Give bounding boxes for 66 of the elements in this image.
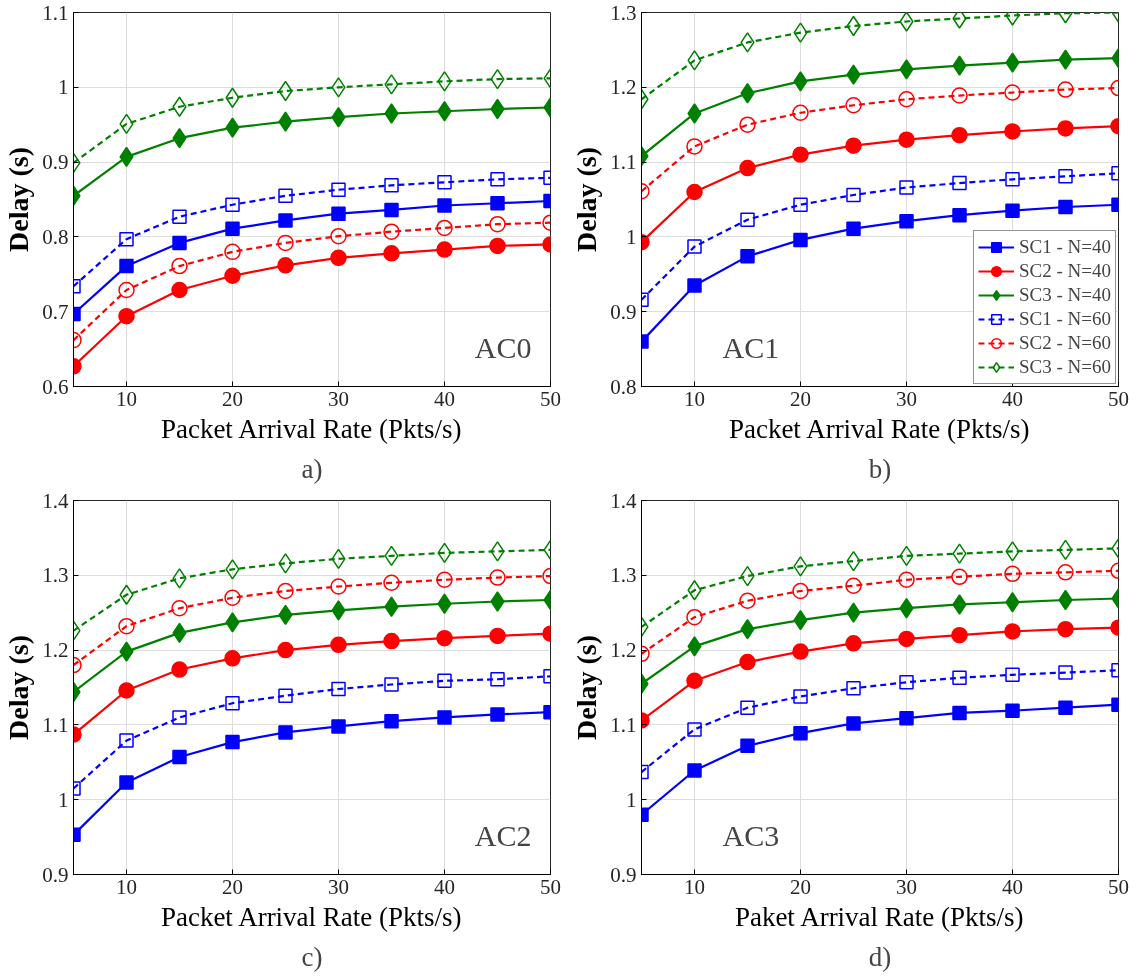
y-tick-label: 0.7 — [42, 299, 69, 324]
y-tick-label: 1.1 — [42, 712, 69, 737]
y-tick-label: 1.1 — [610, 150, 637, 175]
y-axis-title: Delay (s) — [3, 635, 35, 740]
x-tick-label: 10 — [116, 874, 137, 899]
y-tick-label: 0.9 — [42, 150, 69, 175]
x-tick-label: 20 — [222, 386, 243, 411]
x-tick-label: 30 — [328, 386, 349, 411]
annotation: AC0 — [474, 331, 532, 365]
x-tick-label: 20 — [790, 386, 811, 411]
y-tick-label: 1.3 — [610, 0, 637, 25]
y-tick-label: 1 — [58, 787, 69, 812]
x-tick-label: 40 — [1002, 386, 1023, 411]
x-tick-label: 40 — [1002, 874, 1023, 899]
y-tick-label: 1 — [626, 787, 637, 812]
y-tick-label: 1.1 — [610, 712, 637, 737]
legend-label: SC3 - N=40 — [1018, 283, 1111, 307]
y-axis-title: Delay (s) — [571, 635, 603, 740]
x-tick-label: 30 — [328, 874, 349, 899]
y-tick-label: 0.8 — [610, 374, 637, 399]
y-tick-label: 1.2 — [610, 638, 637, 663]
annotation: AC2 — [474, 819, 532, 853]
y-axis-title: Delay (s) — [3, 147, 35, 252]
text: b) — [868, 453, 892, 484]
annotation: AC3 — [722, 819, 780, 853]
y-tick-label: 1.3 — [42, 563, 69, 588]
x-tick-label: 40 — [434, 874, 455, 899]
y-tick-label: 0.8 — [42, 224, 69, 249]
y-tick-label: 0.9 — [610, 862, 637, 887]
annotation: AC1 — [722, 331, 780, 365]
y-axis-title: Delay (s) — [571, 147, 603, 252]
x-tick-label: 50 — [540, 386, 561, 411]
x-tick-label: 10 — [116, 386, 137, 411]
x-tick-label: 20 — [790, 874, 811, 899]
x-tick-label: 10 — [684, 386, 705, 411]
x-axis-title: Packet Arrival Rate (Pkts/s) — [160, 413, 462, 444]
x-axis-title: Packet Arrival Rate (Pkts/s) — [728, 413, 1030, 444]
text: d) — [868, 941, 892, 972]
text: c) — [301, 941, 323, 972]
y-tick-label: 1.4 — [42, 488, 69, 513]
legend-label: SC1 - N=40 — [1018, 235, 1111, 259]
y-tick-label: 1.1 — [42, 0, 69, 25]
y-tick-label: 1.3 — [610, 563, 637, 588]
y-tick-label: 1.2 — [42, 638, 69, 663]
y-tick-label: 1 — [626, 224, 637, 249]
y-tick-label: 0.6 — [42, 374, 69, 399]
legend-label: SC2 - N=40 — [1018, 259, 1111, 283]
y-tick-label: 1.2 — [610, 75, 637, 100]
legend-label: SC1 - N=60 — [1018, 307, 1111, 331]
x-tick-label: 30 — [896, 386, 917, 411]
text: a) — [301, 453, 323, 484]
x-axis-title: Packet Arrival Rate (Pkts/s) — [160, 901, 462, 932]
y-tick-label: 0.9 — [42, 862, 69, 887]
y-tick-label: 1.4 — [610, 488, 637, 513]
legend-label: SC3 - N=60 — [1018, 355, 1111, 379]
x-tick-label: 50 — [1108, 386, 1129, 411]
x-tick-label: 50 — [1108, 874, 1129, 899]
x-tick-label: 10 — [684, 874, 705, 899]
x-tick-label: 40 — [434, 386, 455, 411]
x-axis-title: Paket Arrival Rate (Pkts/s) — [734, 901, 1024, 932]
y-tick-label: 0.9 — [610, 299, 637, 324]
x-tick-label: 50 — [540, 874, 561, 899]
legend-label: SC2 - N=60 — [1018, 331, 1111, 355]
y-tick-label: 1 — [58, 75, 69, 100]
x-tick-label: 30 — [896, 874, 917, 899]
x-tick-label: 20 — [222, 874, 243, 899]
